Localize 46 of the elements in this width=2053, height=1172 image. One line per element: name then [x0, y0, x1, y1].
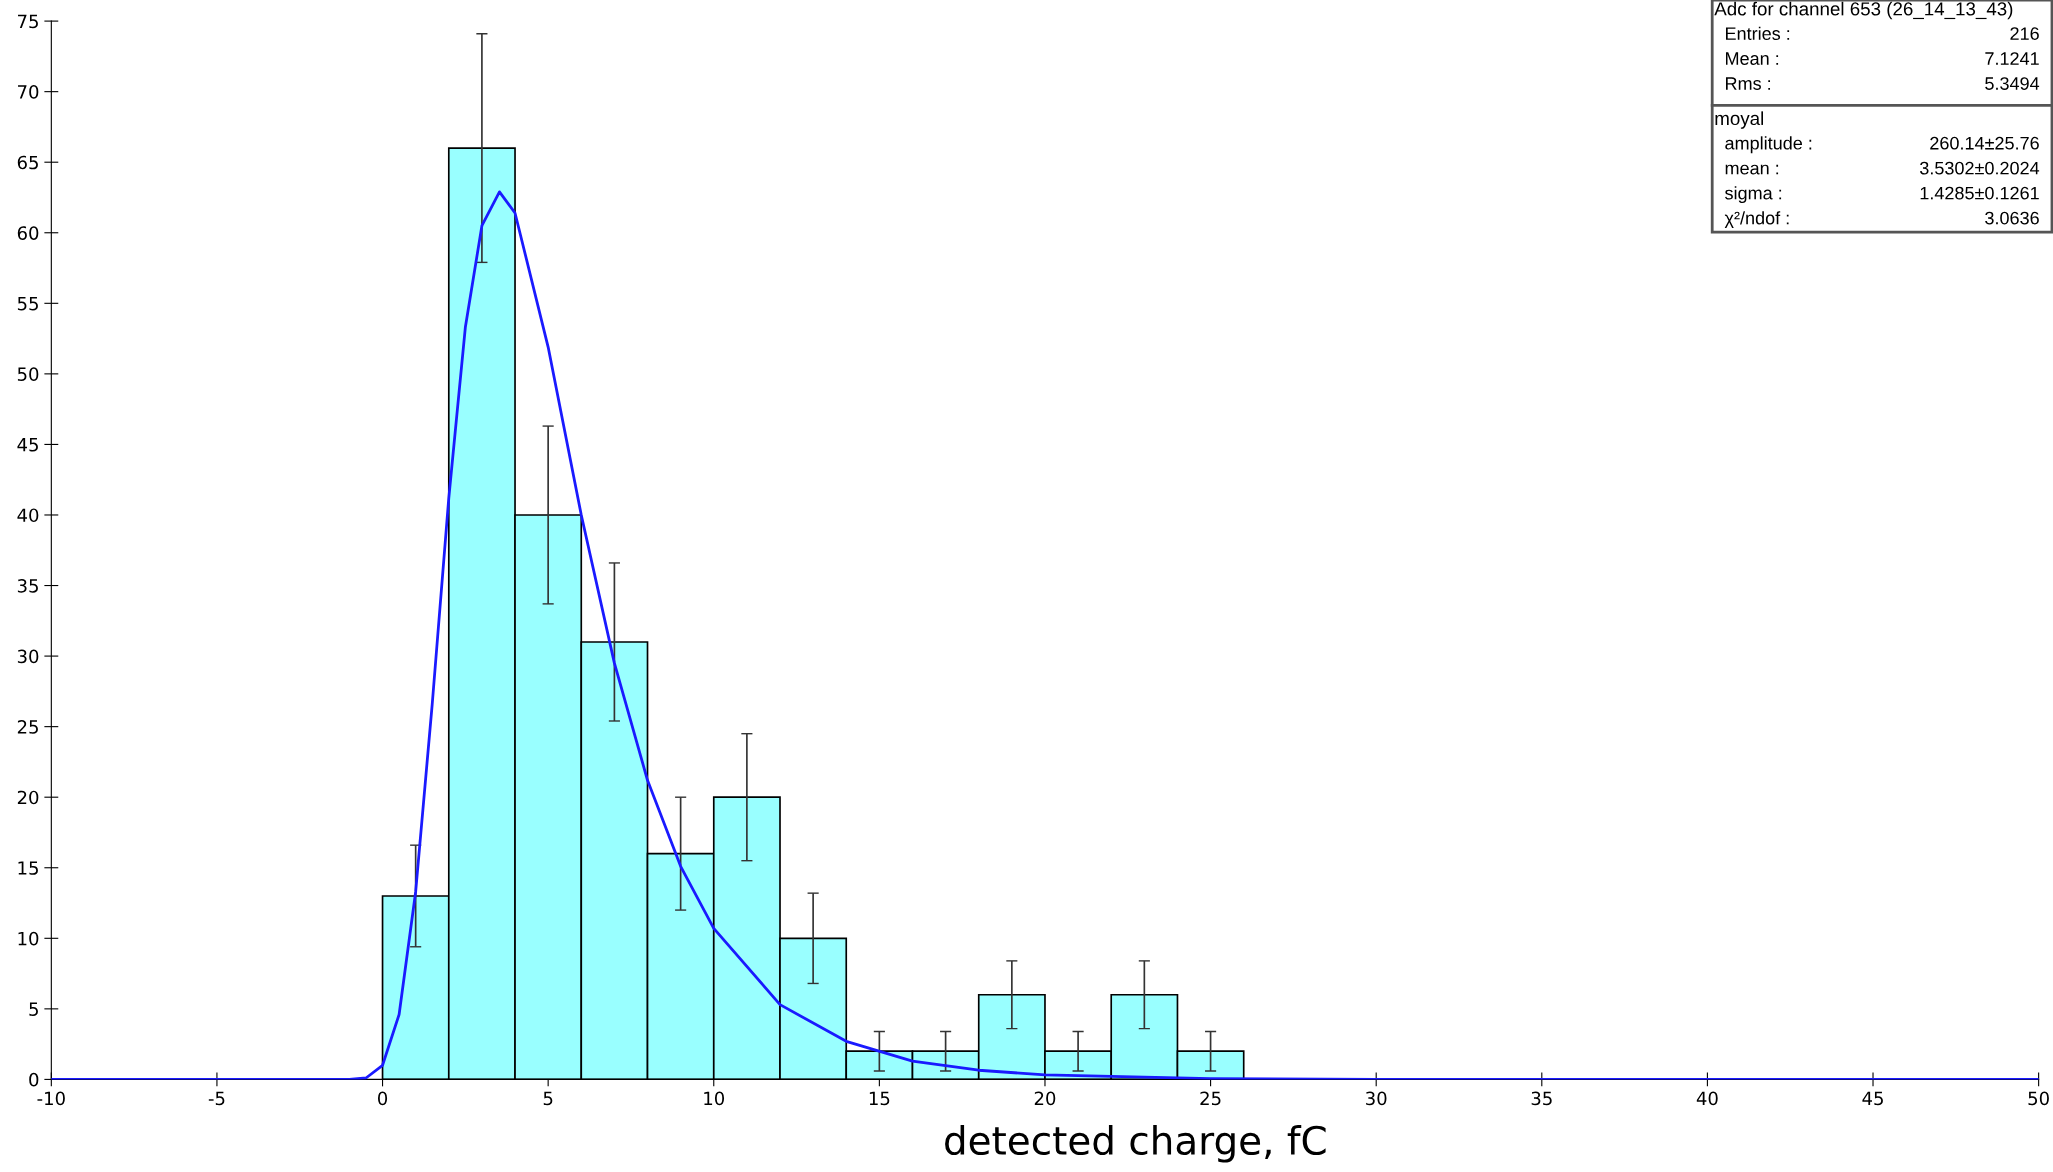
y-tick-label: 5: [29, 1002, 38, 1016]
annotation: 3.0636: [1985, 211, 2039, 225]
annotation: χ²/ndof :: [1724, 211, 1789, 229]
annotation: sigma :: [1725, 186, 1782, 204]
annotation: amplitude :: [1725, 136, 1812, 154]
x-tick-label: 40: [1696, 1091, 1718, 1106]
x-tick-label: 30: [1366, 1091, 1387, 1106]
annotation: 5.3494: [1985, 77, 2040, 90]
y-tick-label: 30: [17, 649, 39, 664]
annotation: mean :: [1725, 164, 1779, 175]
x-tick-label: 45: [1862, 1091, 1883, 1106]
y-tick-label: 65: [17, 155, 38, 170]
x-tick-label: 50: [2028, 1091, 2049, 1106]
annotation: 216: [2010, 27, 2039, 40]
x-tick-label: 20: [1034, 1091, 1056, 1106]
y-tick-label: 40: [17, 508, 39, 523]
x-tick-label: 25: [1200, 1091, 1221, 1106]
x-tick-label: 35: [1531, 1091, 1552, 1106]
annotation: moyal: [1715, 111, 1764, 129]
annotation: 1.4285±0.1261: [1920, 186, 2039, 200]
y-tick-label: 55: [17, 297, 38, 311]
y-tick-label: 70: [18, 85, 39, 99]
y-tick-label: 60: [17, 226, 39, 240]
annotation: Rms :: [1726, 77, 1771, 90]
x-tick-label: 15: [869, 1091, 890, 1106]
annotation: 260.14±25.76: [1930, 136, 2039, 150]
y-tick-label: 25: [17, 720, 38, 734]
x-tick-label: 0: [377, 1091, 388, 1106]
x-axis-title: detected charge, fC: [945, 1124, 1326, 1163]
annotation: 3.5302±0.2024: [1920, 161, 2040, 175]
y-tick-label: 45: [17, 438, 38, 452]
x-tick-label: 5: [543, 1091, 553, 1106]
y-tick-label: 20: [17, 790, 39, 805]
y-tick-label: 15: [18, 861, 38, 875]
x-tick-label: 10: [704, 1091, 725, 1106]
annotation: Entries :: [1726, 26, 1790, 40]
annotation: 7.1241: [1985, 52, 2039, 65]
text: Adc for channel 653 (26_14_13_43): [1714, 1, 2013, 20]
annotation: Mean :: [1726, 52, 1779, 65]
y-tick-label: 75: [18, 14, 38, 29]
x-tick-label: -10: [37, 1091, 65, 1106]
y-tick-label: 0: [29, 1072, 39, 1087]
y-tick-label: 50: [17, 367, 39, 381]
y-tick-label: 10: [18, 931, 39, 946]
y-tick-label: 35: [17, 578, 38, 593]
x-tick-label: -5: [208, 1091, 225, 1106]
